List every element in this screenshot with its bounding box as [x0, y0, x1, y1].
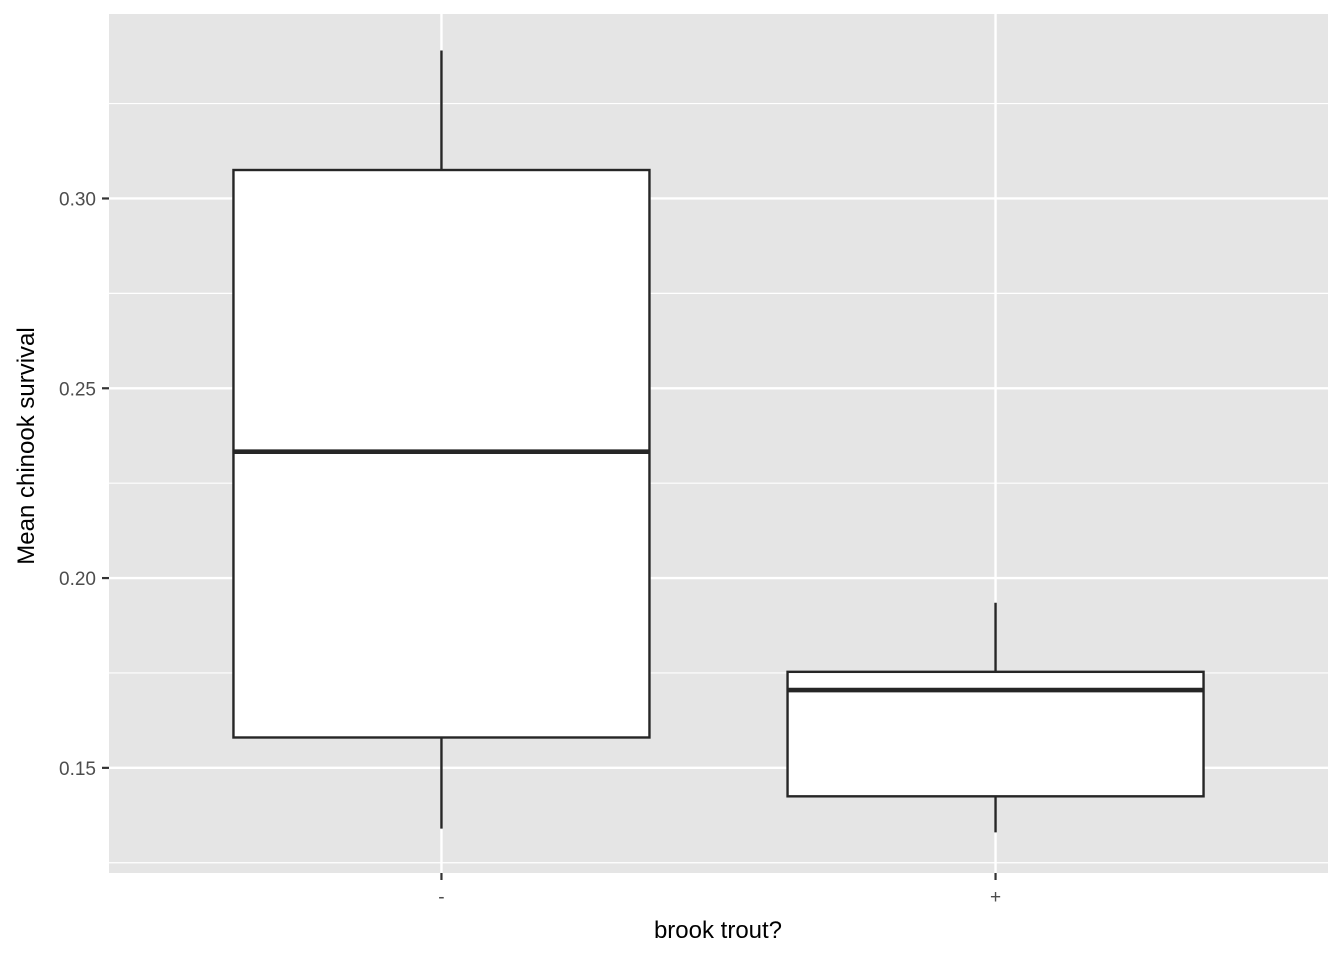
y-tick-label: 0.30 [59, 189, 96, 210]
x-tick-label: + [990, 887, 1001, 908]
y-tick-label: 0.20 [59, 569, 96, 590]
boxes [232, 50, 1205, 833]
x-axis: - + [438, 873, 1001, 908]
y-tick-label: 0.15 [59, 759, 96, 780]
box-iqr [786, 670, 1205, 798]
y-axis-title: Mean chinook survival [13, 327, 40, 564]
box-1 [232, 50, 651, 829]
x-axis-title: brook trout? [654, 917, 782, 944]
box-2 [786, 602, 1205, 833]
y-axis: 0.15 0.20 0.25 0.30 [59, 189, 109, 780]
y-tick-label: 0.25 [59, 379, 96, 400]
x-tick-label: - [438, 887, 444, 908]
